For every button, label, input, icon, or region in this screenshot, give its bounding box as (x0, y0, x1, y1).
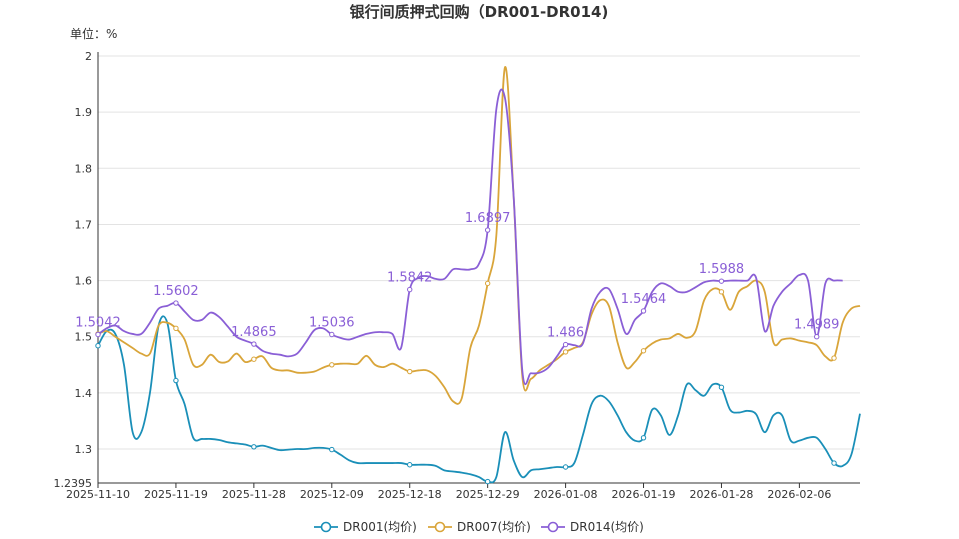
data-point[interactable] (562, 349, 569, 355)
y-tick-label: 1.9 (75, 106, 93, 119)
legend-marker (547, 521, 559, 533)
data-label: 1.5602 (153, 284, 199, 299)
data-label: 1.5042 (75, 315, 121, 330)
data-point[interactable] (718, 278, 725, 284)
x-tick-label: 2025-12-18 (378, 488, 442, 501)
x-tick-label: 2025-11-10 (66, 488, 130, 501)
data-point[interactable] (484, 280, 491, 287)
data-point[interactable] (329, 331, 335, 338)
legend-marker (434, 521, 446, 533)
point-labels: 1.5042 1.5602 1.4865 1.5036 1.5842 1.6897 1.48… (75, 211, 839, 341)
data-point[interactable] (718, 289, 725, 295)
data-point[interactable] (251, 356, 257, 362)
legend-label: DR007(均价) (457, 520, 531, 534)
series-line (97, 88, 843, 386)
data-label: 1.4989 (794, 318, 840, 333)
data-point[interactable] (173, 325, 179, 332)
x-axis: 2025-11-10 2025-11-19 2025-11-28 2025-12-09… (66, 482, 860, 501)
data-point[interactable] (251, 444, 257, 450)
data-point[interactable] (640, 435, 647, 441)
y-tick-label: 1.7 (75, 218, 93, 231)
x-tick-label: 2026-01-19 (612, 488, 676, 501)
x-tick-label: 2026-01-08 (534, 488, 598, 501)
data-label: 1.5464 (621, 292, 667, 307)
data-label: 1.6897 (465, 211, 511, 226)
data-label: 1.5036 (309, 315, 355, 330)
x-tick-label: 2025-12-09 (300, 488, 364, 501)
x-tick-label: 2025-11-28 (222, 488, 286, 501)
data-point[interactable] (562, 464, 569, 470)
y-axis: 2 1.9 1.8 1.7 1.6 1.5 1.4 1.3 1.2395 (54, 50, 99, 490)
x-tick-label: 2025-11-19 (144, 488, 208, 501)
chart-title: 银行间质押式回购（DR001-DR014) (350, 3, 609, 21)
data-point[interactable] (407, 286, 413, 293)
legend-item[interactable]: DR007(均价) (428, 520, 531, 534)
data-point[interactable] (831, 355, 837, 361)
series-3 (95, 88, 843, 386)
grid (98, 55, 860, 450)
data-point[interactable] (718, 384, 725, 390)
y-tick-label: 1.4 (75, 387, 93, 400)
series-2 (95, 66, 861, 405)
data-point[interactable] (251, 341, 257, 347)
legend-item[interactable]: DR001(均价) (314, 520, 417, 534)
data-point[interactable] (329, 446, 335, 453)
data-point[interactable] (484, 227, 491, 233)
x-tick-label: 2026-01-28 (689, 488, 753, 501)
series-line (97, 315, 861, 484)
data-point[interactable] (484, 478, 491, 485)
legend-label: DR014(均价) (570, 520, 644, 534)
data-point[interactable] (95, 343, 101, 349)
y-tick-label: 1.8 (75, 162, 93, 175)
x-tick-label: 2026-02-06 (767, 488, 831, 501)
data-label: 1.5842 (387, 271, 433, 286)
unit-label: 单位：% (70, 26, 117, 41)
data-point[interactable] (407, 462, 413, 468)
data-point[interactable] (95, 331, 101, 338)
y-min-label: 1.2395 (54, 477, 93, 490)
y-tick-label: 2 (85, 50, 92, 63)
data-point[interactable] (831, 460, 837, 466)
legend-item[interactable]: DR014(均价) (541, 520, 644, 534)
data-point[interactable] (173, 377, 179, 384)
legend-marker (320, 521, 332, 533)
data-point[interactable] (407, 368, 413, 375)
series-1 (95, 315, 861, 485)
legend-label: DR001(均价) (343, 520, 417, 534)
y-tick-label: 1.3 (75, 443, 93, 456)
y-tick-label: 1.5 (75, 331, 93, 344)
data-label: 1.486 (547, 326, 584, 341)
y-tick-label: 1.6 (75, 275, 93, 288)
data-point[interactable] (640, 308, 647, 314)
data-label: 1.5988 (699, 262, 745, 277)
x-tick-label: 2025-12-29 (456, 488, 520, 501)
data-point[interactable] (329, 362, 335, 368)
data-point[interactable] (173, 300, 179, 306)
data-point[interactable] (562, 341, 569, 348)
series-group (95, 66, 861, 485)
data-point[interactable] (640, 348, 647, 354)
series-line (97, 66, 861, 405)
legend: DR001(均价) DR007(均价) DR014(均价) (314, 520, 644, 534)
data-point[interactable] (814, 334, 820, 340)
data-label: 1.4865 (231, 325, 277, 340)
